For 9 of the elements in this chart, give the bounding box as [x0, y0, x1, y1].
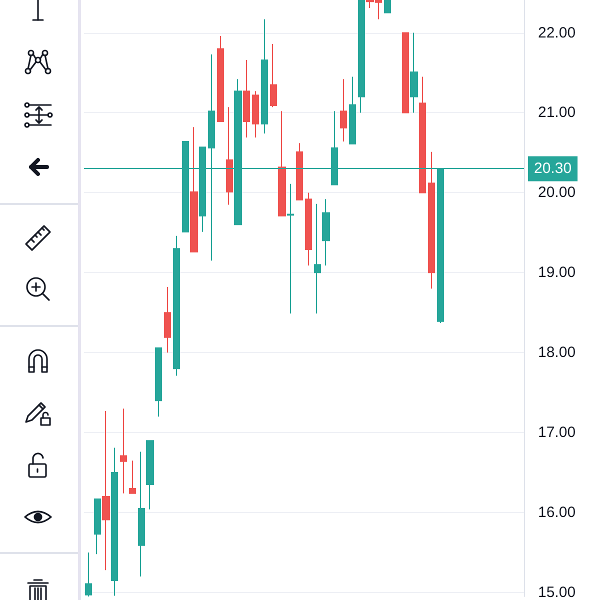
- y-tick-label: 18.00: [538, 344, 576, 362]
- y-tick-label: 16.00: [538, 504, 576, 522]
- y-tick-label: 21.00: [538, 104, 576, 122]
- y-tick-label: 15.00: [538, 584, 576, 600]
- y-tick-label: 22.00: [538, 24, 576, 42]
- y-tick-label: 17.00: [538, 424, 576, 442]
- y-tick-label: 20.00: [538, 184, 576, 202]
- y-tick-label: 19.00: [538, 264, 576, 282]
- ref-line-label: 20.30: [534, 160, 572, 178]
